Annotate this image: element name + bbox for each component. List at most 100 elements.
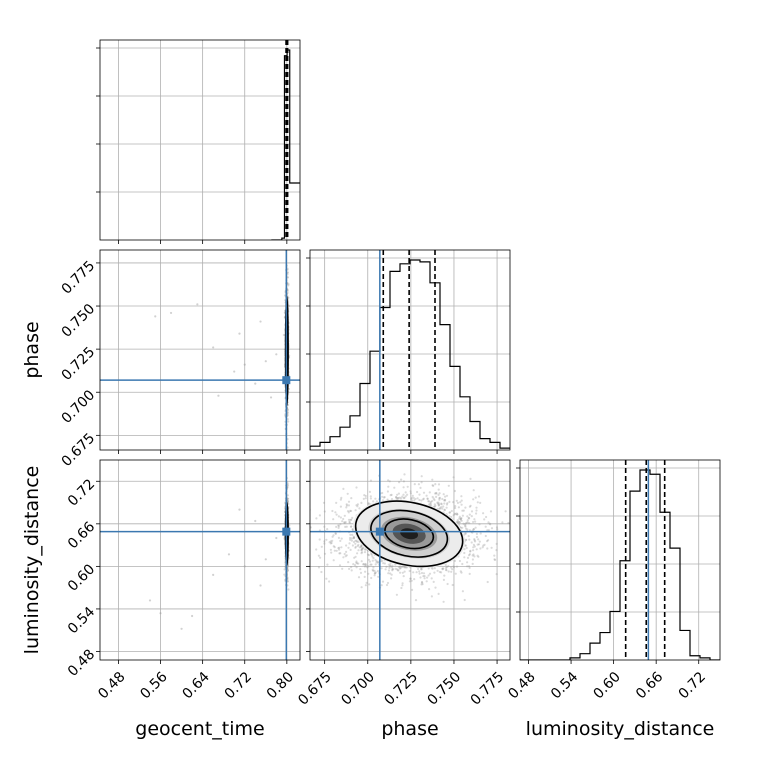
- sample-point: [457, 521, 460, 524]
- sample-point: [396, 497, 399, 500]
- sample-point: [428, 500, 431, 503]
- sample-point: [443, 509, 446, 512]
- sample-point: [344, 521, 347, 524]
- sample-point: [448, 511, 451, 514]
- sample-point: [470, 510, 474, 513]
- sample-point: [443, 502, 446, 505]
- sample-point: [468, 553, 471, 556]
- sample-point: [342, 487, 345, 490]
- sample-point: [471, 558, 474, 561]
- sample-point: [286, 414, 289, 417]
- sample-point: [416, 490, 419, 494]
- sample-point: [455, 512, 458, 515]
- sample-point: [339, 539, 342, 543]
- sample-point: [476, 543, 479, 546]
- sample-point: [400, 497, 403, 500]
- sample-point: [472, 528, 475, 531]
- outlier-point: [180, 627, 183, 630]
- sample-point: [431, 484, 434, 487]
- sample-point: [355, 504, 358, 507]
- sample-point: [487, 521, 490, 524]
- sample-point: [434, 483, 437, 486]
- sample-point: [459, 517, 462, 520]
- sample-point: [376, 570, 379, 573]
- sample-point: [455, 499, 458, 502]
- sample-point: [328, 580, 331, 583]
- sample-point: [482, 544, 485, 547]
- sample-point: [367, 554, 370, 557]
- sample-point: [364, 584, 367, 587]
- sample-point: [343, 552, 346, 556]
- sample-point: [332, 534, 335, 537]
- sample-point: [372, 500, 375, 503]
- sample-point: [369, 495, 372, 498]
- sample-point: [459, 517, 462, 521]
- sample-point: [429, 500, 432, 504]
- sample-point: [468, 505, 471, 508]
- sample-point: [343, 521, 346, 524]
- sample-point: [433, 567, 436, 570]
- sample-point: [438, 503, 441, 506]
- sample-point: [363, 494, 366, 497]
- sample-point: [466, 521, 469, 524]
- sample-point: [490, 546, 493, 549]
- sample-point: [418, 570, 421, 573]
- sample-point: [382, 496, 386, 499]
- sample-point: [374, 559, 377, 562]
- sample-point: [399, 571, 402, 574]
- sample-point: [400, 565, 403, 569]
- sample-point: [406, 493, 409, 496]
- sample-point: [326, 528, 329, 531]
- sample-point: [373, 572, 376, 575]
- sample-point: [389, 565, 392, 568]
- sample-point: [440, 503, 443, 506]
- sample-point: [346, 510, 350, 513]
- sample-point: [372, 569, 375, 572]
- sample-point: [479, 501, 482, 504]
- sample-point: [340, 537, 343, 540]
- sample-point: [390, 498, 394, 501]
- sample-point: [468, 538, 471, 541]
- sample-point: [471, 554, 474, 557]
- sample-point: [387, 572, 390, 575]
- sample-point: [372, 566, 375, 569]
- sample-point: [350, 525, 353, 528]
- truth-marker: [282, 376, 291, 385]
- sample-point: [474, 496, 477, 499]
- sample-point: [350, 518, 353, 521]
- truth-marker: [375, 527, 384, 536]
- sample-point: [395, 593, 398, 596]
- outlier-point: [233, 370, 236, 373]
- sample-point: [468, 517, 471, 520]
- sample-point: [287, 588, 290, 591]
- sample-point: [361, 551, 364, 554]
- sample-point: [380, 567, 383, 570]
- sample-point: [347, 511, 350, 514]
- sample-point: [335, 549, 338, 552]
- sample-point: [383, 562, 386, 565]
- sample-point: [360, 552, 363, 555]
- sample-point: [463, 551, 466, 555]
- sample-point: [468, 566, 471, 570]
- sample-point: [465, 521, 468, 524]
- sample-point: [399, 567, 402, 570]
- sample-point: [287, 296, 290, 299]
- sample-point: [435, 492, 438, 495]
- sample-point: [383, 496, 386, 499]
- sample-point: [416, 497, 419, 500]
- sample-point: [442, 578, 445, 582]
- outlier-point: [212, 573, 215, 576]
- sample-point: [367, 502, 370, 505]
- sample-point: [445, 569, 448, 572]
- sample-point: [476, 501, 479, 504]
- contour-0: [354, 500, 464, 568]
- sample-point: [329, 540, 332, 543]
- sample-point: [364, 563, 367, 566]
- sample-point: [371, 568, 374, 572]
- sample-point: [362, 497, 365, 500]
- sample-point: [467, 516, 470, 520]
- sample-point: [364, 548, 367, 551]
- sample-point: [396, 493, 399, 496]
- sample-point: [501, 521, 504, 524]
- sample-point: [395, 568, 399, 571]
